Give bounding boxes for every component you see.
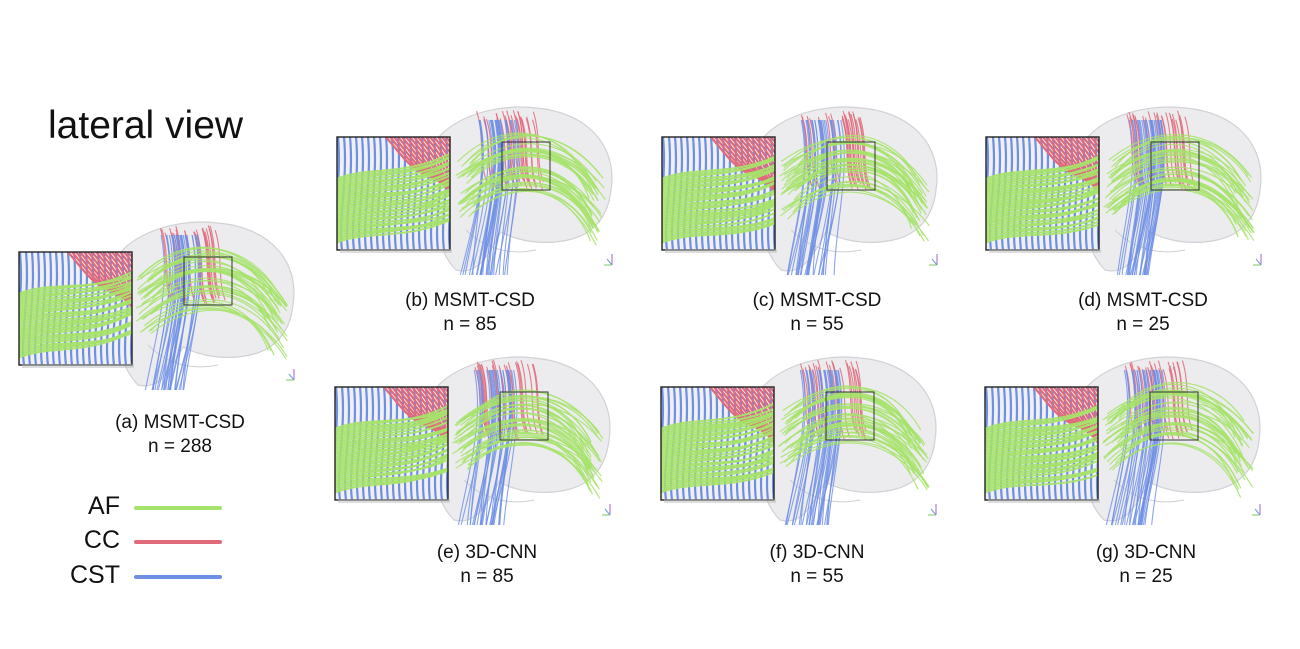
axis-indicator-icon [286,369,295,381]
zoom-region-box [826,141,876,191]
caption-f: (f) 3D-CNN n = 55 [717,541,917,589]
caption-d: (d) MSMT-CSD n = 25 [1043,289,1243,337]
legend-swatch-cst [134,575,222,579]
caption-b: (b) MSMT-CSD n = 85 [370,289,570,337]
caption-g: (g) 3D-CNN n = 25 [1046,541,1246,589]
axis-indicator-icon [604,254,613,266]
brain-outline [1076,106,1262,272]
panel-c [661,100,941,285]
legend-label: CC [83,526,120,554]
panel-g [984,350,1264,535]
panel-e [334,350,614,535]
legend-swatch-af [134,506,222,510]
legend-label: AF [88,492,120,520]
zoom-region-box [501,141,551,191]
figure-title: lateral view [48,104,244,147]
zoom-region-box [1149,391,1199,441]
caption-e: (e) 3D-CNN n = 85 [387,541,587,589]
tractography-figure [334,356,611,526]
axis-indicator-icon [929,254,938,266]
zoom-region-box [1150,141,1200,191]
tractography-figure [660,356,937,526]
caption-n: n = 25 [1119,566,1173,587]
zoom-region-box [825,391,875,441]
tractography-figure [336,106,613,276]
caption-method: (f) 3D-CNN [769,542,865,563]
panel-b [336,100,616,285]
tractography-figure [661,106,938,276]
legend-item-cst: CST [70,561,240,595]
caption-a: (a) MSMT-CSD n = 288 [80,411,280,459]
panel-a [18,215,298,400]
axis-indicator-icon [928,504,937,516]
zoom-region-box [499,391,549,441]
axis-indicator-icon [602,504,611,516]
caption-method: (c) MSMT-CSD [752,290,882,311]
panel-f [660,350,940,535]
tractography-figure [985,106,1262,276]
caption-n: n = 55 [790,566,844,587]
caption-n: n = 55 [790,314,844,335]
tractography-figure [18,221,295,391]
legend-label: CST [70,561,120,589]
caption-method: (g) 3D-CNN [1095,542,1197,563]
caption-method: (a) MSMT-CSD [115,412,245,433]
caption-n: n = 25 [1116,314,1170,335]
caption-n: n = 85 [443,314,497,335]
caption-method: (e) 3D-CNN [436,542,538,563]
axis-indicator-icon [1252,504,1261,516]
legend-swatch-cc [134,540,222,544]
caption-n: n = 288 [148,436,212,457]
panel-d [985,100,1265,285]
axis-indicator-icon [1253,254,1262,266]
legend-item-af: AF [70,492,240,526]
caption-method: (d) MSMT-CSD [1078,290,1208,311]
caption-method: (b) MSMT-CSD [405,290,535,311]
legend-item-cc: CC [70,526,240,560]
caption-c: (c) MSMT-CSD n = 55 [717,289,917,337]
brain-outline [1075,356,1261,522]
tractography-figure [984,356,1261,526]
zoom-region-box [183,256,233,306]
caption-n: n = 85 [460,566,514,587]
